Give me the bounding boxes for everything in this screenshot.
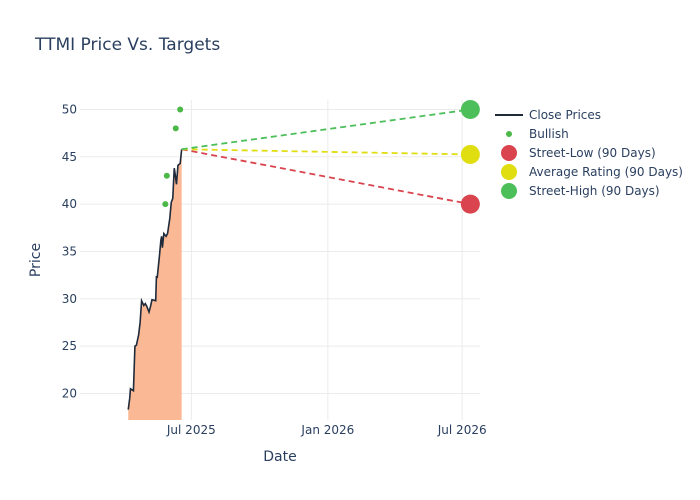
y-tick-label: 45 bbox=[62, 150, 77, 164]
x-tick-label: Jul 2026 bbox=[437, 423, 487, 437]
bullish-rating-marker[interactable] bbox=[177, 106, 184, 113]
legend-item-street-high-90-days[interactable]: Street-High (90 Days) bbox=[501, 183, 660, 199]
x-axis-title: Date bbox=[263, 449, 296, 465]
bullish-rating-marker[interactable] bbox=[172, 125, 179, 132]
legend-label: Close Prices bbox=[529, 108, 601, 122]
markers-layer bbox=[162, 99, 480, 214]
close-price-area-layer bbox=[128, 149, 182, 421]
y-axis-title: Price bbox=[28, 243, 44, 277]
street-low-90-days-target-marker[interactable] bbox=[460, 194, 480, 214]
average-rating-90-days-target-marker[interactable] bbox=[460, 144, 480, 164]
y-tick-label: 50 bbox=[62, 102, 77, 116]
y-tick-label: 40 bbox=[62, 197, 77, 211]
legend-item-street-low-90-days[interactable]: Street-Low (90 Days) bbox=[501, 145, 656, 161]
average-rating-90-days-target-line bbox=[181, 148, 471, 156]
close-price-area bbox=[128, 149, 182, 421]
legend-item-average-rating-90-days[interactable]: Average Rating (90 Days) bbox=[501, 164, 683, 180]
bullish-rating-marker[interactable] bbox=[163, 172, 170, 179]
legend-label: Street-Low (90 Days) bbox=[529, 146, 656, 160]
legend-label: Street-High (90 Days) bbox=[529, 184, 660, 198]
y-axis-ticks: 20 25 30 35 40 45 50 bbox=[62, 102, 77, 400]
y-tick-label: 30 bbox=[62, 292, 77, 306]
legend-swatch-dot bbox=[506, 131, 512, 137]
plot-area[interactable] bbox=[80, 99, 480, 421]
bullish-rating-marker[interactable] bbox=[162, 201, 169, 208]
legend[interactable]: Close Prices Bullish Street-Low (90 Days) A… bbox=[495, 108, 683, 199]
legend-item-close-prices[interactable]: Close Prices bbox=[495, 108, 601, 122]
legend-swatch-dot bbox=[501, 164, 517, 180]
chart-title: TTMI Price Vs. Targets bbox=[34, 35, 220, 55]
legend-item-bullish[interactable]: Bullish bbox=[506, 127, 569, 141]
legend-label: Average Rating (90 Days) bbox=[529, 165, 683, 179]
y-tick-label: 25 bbox=[62, 339, 77, 353]
street-high-90-days-target-line bbox=[181, 108, 471, 151]
y-tick-label: 35 bbox=[62, 244, 77, 258]
x-tick-label: Jul 2025 bbox=[166, 423, 216, 437]
close-price-line-layer bbox=[127, 149, 183, 410]
close-price-line bbox=[127, 149, 183, 410]
target-lines-layer bbox=[181, 108, 471, 206]
street-high-90-days-target-marker[interactable] bbox=[460, 99, 480, 119]
y-tick-label: 20 bbox=[62, 386, 77, 400]
legend-swatch-dot bbox=[501, 183, 517, 199]
street-low-90-days-target-line bbox=[181, 148, 471, 206]
legend-swatch-dot bbox=[501, 145, 517, 161]
legend-label: Bullish bbox=[529, 127, 569, 141]
x-tick-label: Jan 2026 bbox=[300, 423, 354, 437]
x-axis-ticks: Jul 2025 Jan 2026 Jul 2026 bbox=[166, 423, 487, 437]
